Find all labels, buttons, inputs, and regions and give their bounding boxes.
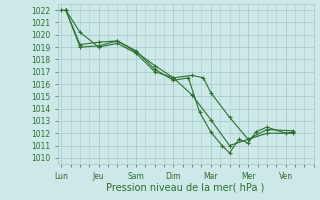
X-axis label: Pression niveau de la mer( hPa ): Pression niveau de la mer( hPa ) [107,182,265,192]
